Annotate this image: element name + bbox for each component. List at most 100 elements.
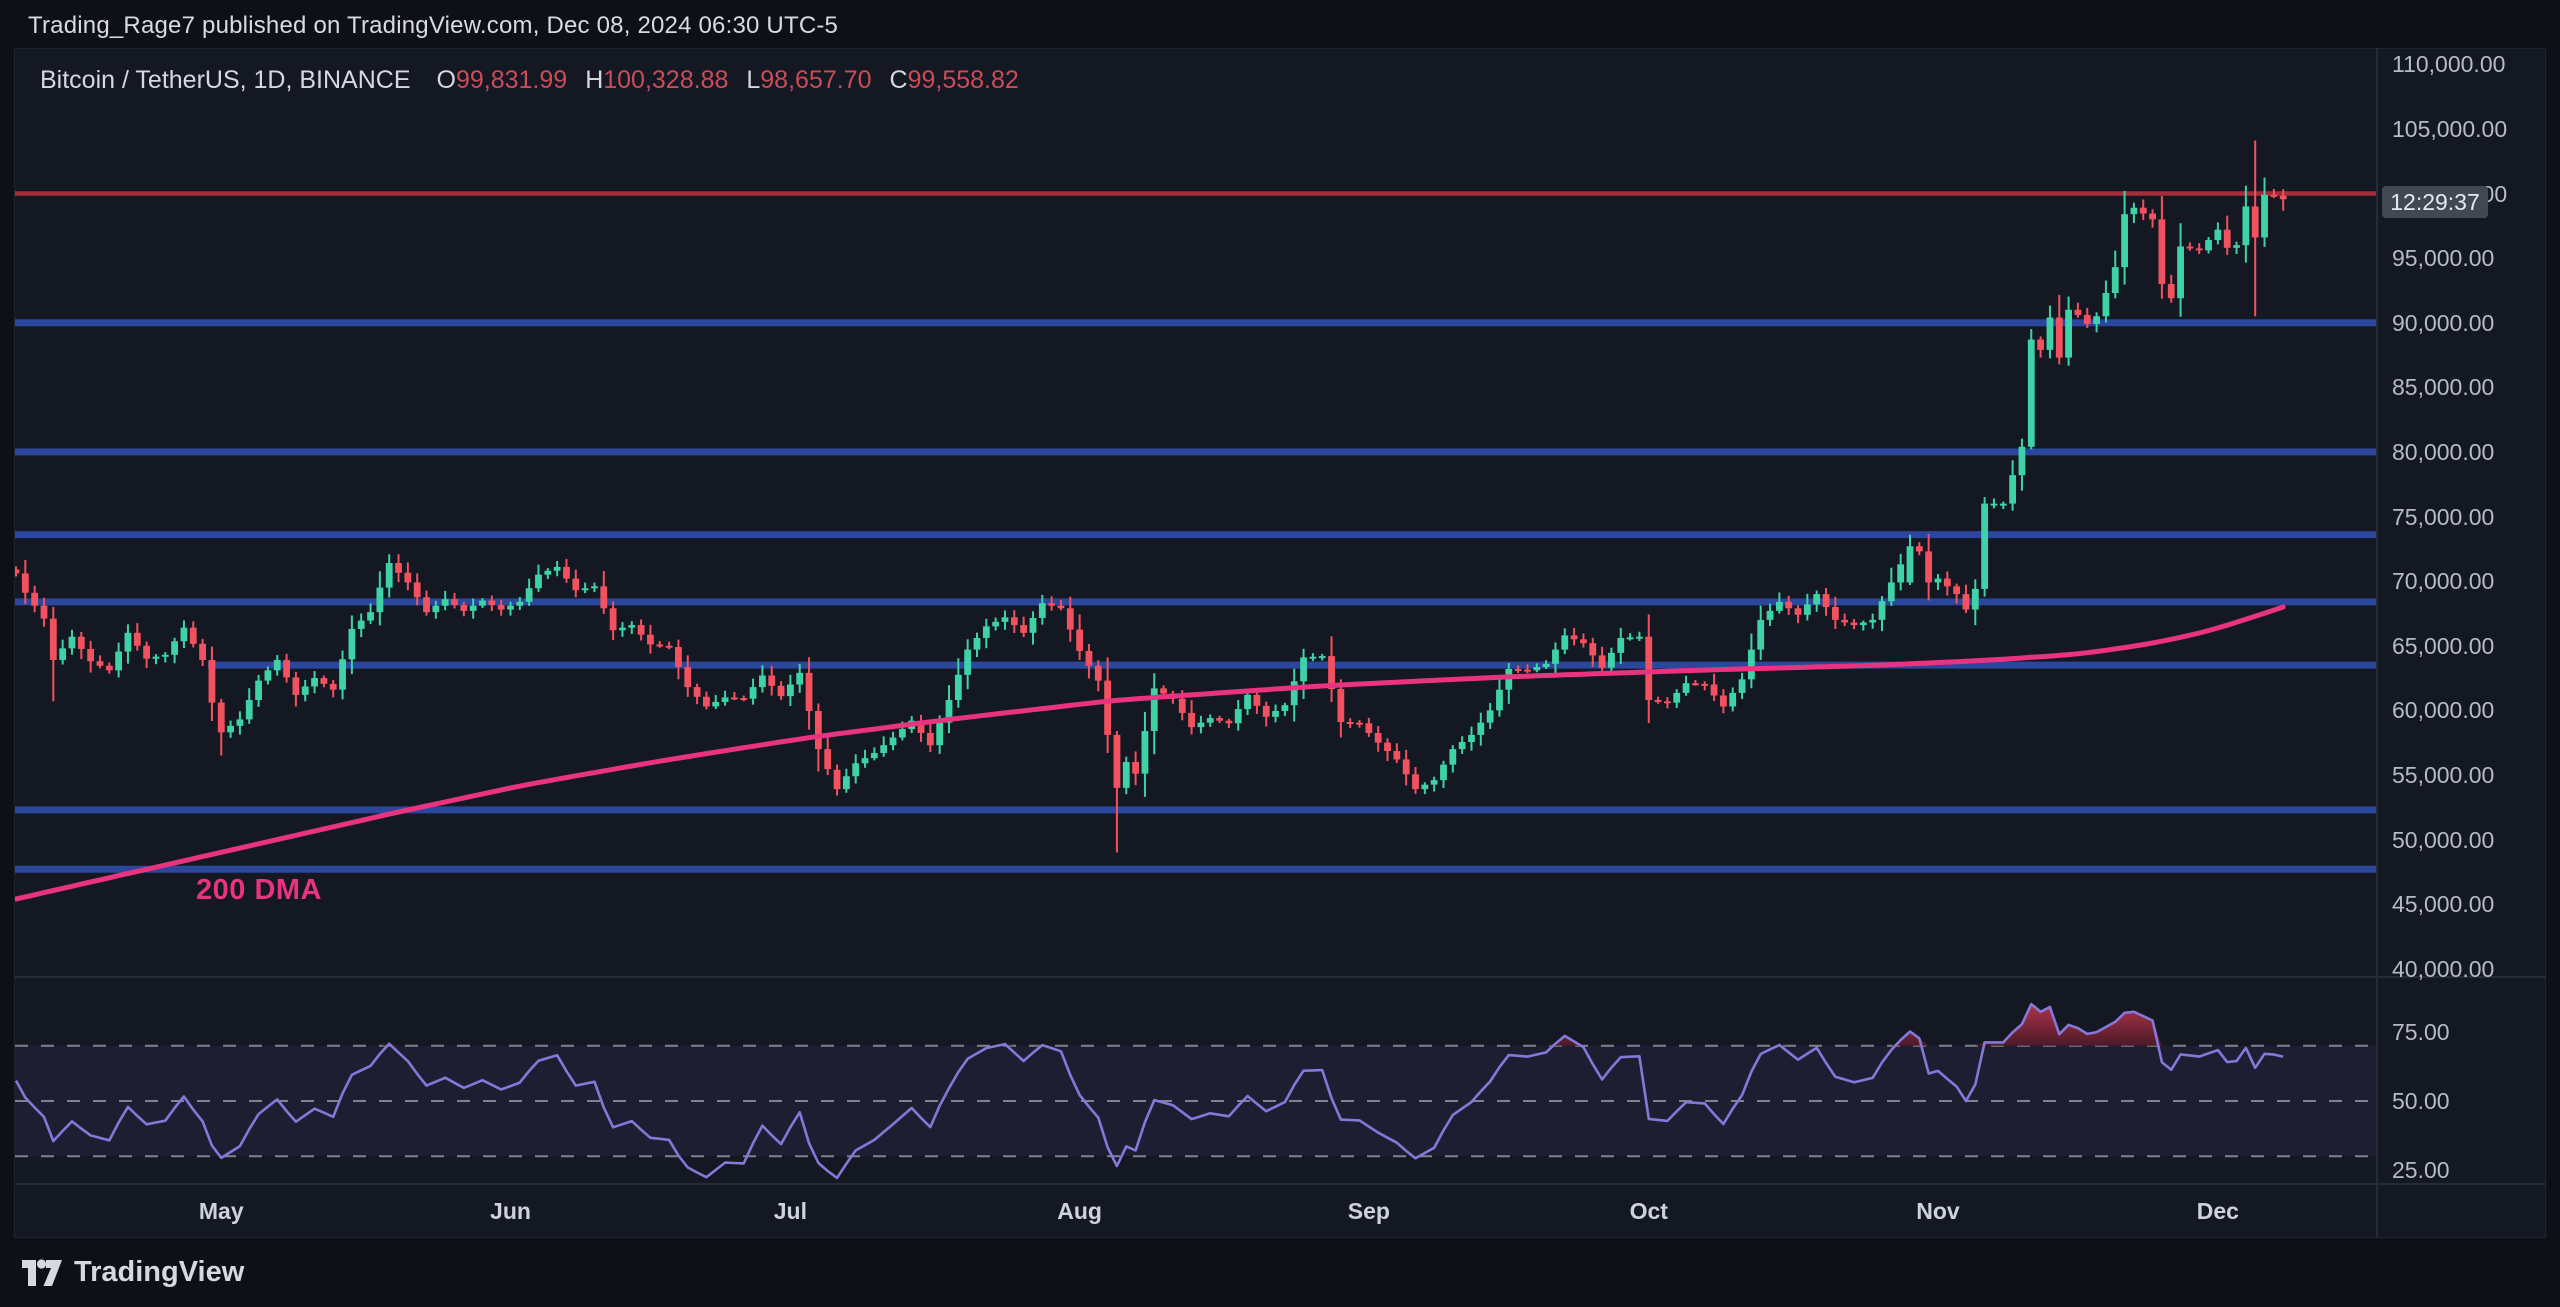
candle-body [1981, 503, 1989, 589]
candle-body [1150, 688, 1158, 732]
plot-area [15, 140, 2376, 1180]
candle-body [292, 677, 300, 695]
price-tick-label: 65,000.00 [2392, 632, 2495, 659]
ma200-line [15, 604, 2286, 902]
candle-body [2205, 240, 2212, 251]
candle-body [283, 659, 290, 678]
candle-body [1934, 578, 1942, 583]
candle-body [152, 656, 160, 659]
rsi-line [15, 1002, 2284, 1180]
candle-body [982, 626, 990, 638]
candle-body [2186, 246, 2194, 249]
candle-body [367, 612, 374, 621]
month-label: Jul [773, 1198, 807, 1224]
candle-body [2009, 475, 2017, 504]
candle-body [1496, 689, 1503, 711]
candle-body [189, 627, 197, 644]
tradingview-logo-icon[interactable] [20, 1255, 64, 1291]
candle-body [1542, 663, 1550, 668]
candle-body [31, 592, 39, 606]
candle-body [1309, 656, 1317, 659]
candle-body [1747, 649, 1755, 680]
candle-body [320, 678, 328, 684]
candle-body [432, 605, 440, 613]
month-label: Dec [2196, 1198, 2239, 1224]
candle-body [77, 636, 85, 649]
candle-body [2046, 317, 2054, 350]
candle-body [656, 644, 664, 647]
candle-body [1617, 637, 1625, 653]
candle-body [1608, 652, 1615, 668]
candle-body [572, 578, 580, 591]
candle-body [2223, 229, 2231, 248]
candle-body [619, 627, 626, 631]
month-label: May [198, 1198, 244, 1224]
candle-body [1682, 683, 1690, 693]
candle-body [1645, 636, 1653, 701]
candle-body [1178, 698, 1186, 713]
candle-body [1962, 594, 1970, 610]
candle-body [2130, 207, 2138, 215]
candle-body [1850, 622, 1858, 626]
candle-body [199, 643, 206, 660]
candle-body [2214, 229, 2222, 241]
candle-body [1066, 608, 1074, 630]
candle-body [1057, 605, 1065, 609]
candle-body [2055, 317, 2063, 358]
candle-body [49, 618, 57, 660]
candle-body [1412, 774, 1419, 790]
candle-body [1486, 710, 1494, 723]
candle-body [1971, 588, 1979, 610]
candle-body [1878, 601, 1886, 620]
candle-body [96, 661, 104, 666]
ohlc-token: L98,657.70 [746, 66, 872, 94]
candle-body [115, 651, 123, 671]
candle-body [2018, 446, 2026, 476]
price-tick-label: 80,000.00 [2392, 438, 2495, 465]
candle-body [2102, 293, 2110, 317]
candle-body [2270, 194, 2278, 197]
candle-body [2167, 283, 2175, 299]
candle-body [1365, 723, 1373, 733]
tradingview-wordmark[interactable]: TradingView [74, 1256, 245, 1288]
candle-body [2149, 213, 2156, 220]
candle-body [1440, 764, 1447, 781]
candle-body [451, 599, 458, 606]
price-tick-label: 50,000.00 [2392, 826, 2495, 853]
candle-body [87, 648, 95, 662]
candle-body [2121, 214, 2128, 268]
bar-countdown-badge: 12:29:37 [2382, 186, 2488, 218]
candle-body [1458, 742, 1466, 750]
candle-body [1673, 692, 1681, 703]
candle-body [628, 625, 636, 628]
candle-body [2027, 339, 2035, 447]
candle-body [1831, 606, 1839, 620]
candle-body [945, 700, 953, 723]
month-label: Jun [490, 1198, 531, 1224]
candle-body [647, 634, 654, 645]
candle-body [1710, 684, 1718, 696]
candle-body [824, 749, 832, 770]
candle-body [1188, 712, 1195, 728]
ohlc-token: O99,831.99 [436, 66, 568, 94]
candle-body [217, 702, 225, 733]
candle-body [1216, 718, 1223, 721]
candle-body [1010, 617, 1018, 626]
candle-body [1664, 701, 1671, 704]
month-label: Aug [1057, 1198, 1102, 1224]
candle-body [1524, 669, 1531, 672]
candle-body [1533, 667, 1541, 671]
candle-body [852, 763, 860, 777]
candle-body [1580, 639, 1587, 644]
candle-body [1076, 629, 1084, 651]
candle-body [516, 601, 524, 606]
candlestick-layer [15, 140, 2287, 853]
candle-body [1262, 705, 1270, 717]
ohlc-token: H100,328.88 [585, 66, 729, 94]
candle-body [1887, 582, 1895, 602]
candle-body [964, 649, 972, 675]
candle-body [1421, 784, 1429, 790]
candle-body [1822, 594, 1830, 607]
